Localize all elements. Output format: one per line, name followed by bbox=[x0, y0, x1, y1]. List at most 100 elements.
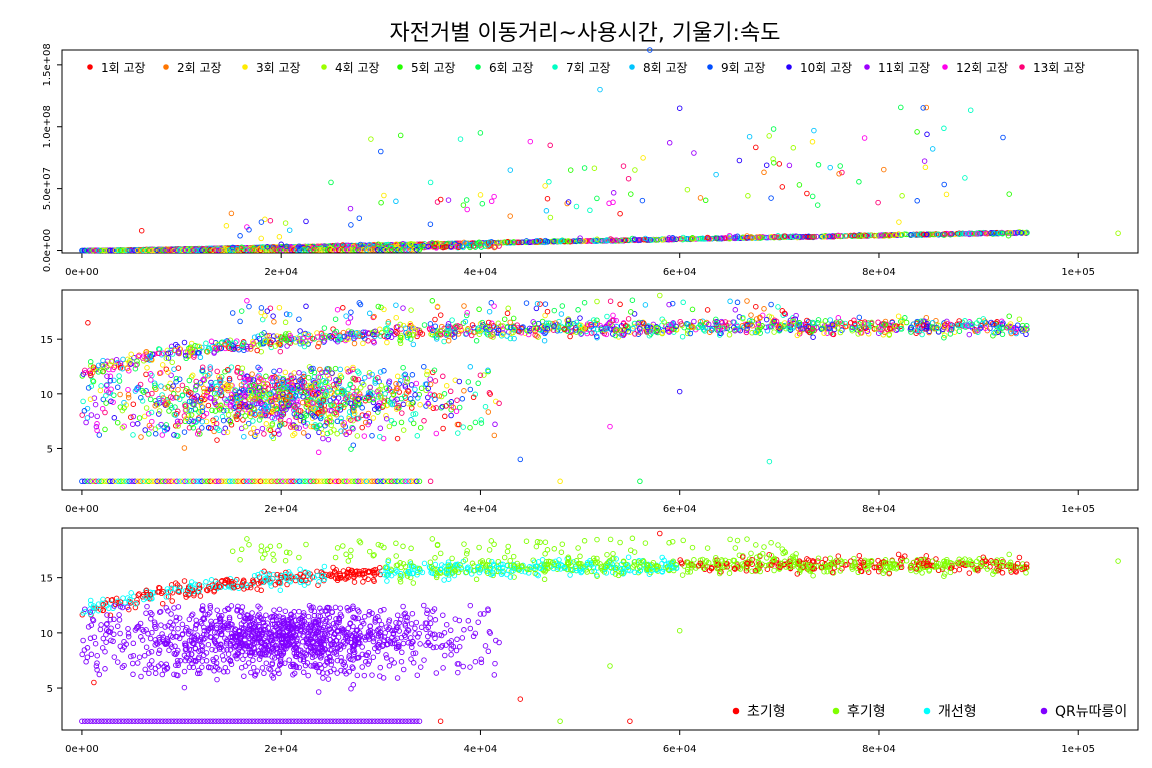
data-point bbox=[624, 237, 631, 243]
legend-marker bbox=[629, 64, 635, 70]
data-point bbox=[815, 317, 822, 323]
legend-label: 7회 고장 bbox=[566, 61, 611, 75]
x-tick-label: 6e+04 bbox=[663, 504, 697, 515]
data-point bbox=[594, 195, 600, 202]
data-point bbox=[753, 144, 759, 151]
data-point bbox=[479, 200, 486, 207]
data-point bbox=[567, 167, 574, 173]
data-point bbox=[770, 126, 777, 132]
data-point bbox=[544, 195, 551, 202]
data-point bbox=[836, 171, 842, 177]
data-point bbox=[705, 235, 712, 242]
data-point bbox=[348, 222, 354, 228]
data-point bbox=[619, 237, 625, 244]
data-point bbox=[639, 197, 646, 204]
data-point bbox=[815, 162, 822, 168]
data-point bbox=[967, 107, 974, 113]
data-point bbox=[567, 333, 573, 340]
data-point bbox=[356, 215, 363, 221]
data-point bbox=[999, 230, 1005, 236]
data-point bbox=[130, 401, 137, 407]
x-tick-label: 4e+04 bbox=[464, 267, 498, 278]
legend-marker bbox=[1019, 64, 1025, 70]
data-point bbox=[457, 136, 464, 142]
data-point bbox=[464, 206, 470, 213]
data-point bbox=[361, 433, 368, 439]
data-point bbox=[944, 231, 951, 237]
data-point bbox=[259, 425, 266, 432]
legend-marker bbox=[552, 64, 558, 70]
legend-label: 11회 고장 bbox=[878, 61, 930, 75]
x-tick-label: 8e+04 bbox=[862, 504, 896, 515]
data-point bbox=[208, 338, 215, 345]
data-point bbox=[969, 230, 975, 237]
legend-label: 10회 고장 bbox=[800, 61, 852, 75]
data-point bbox=[485, 409, 492, 415]
data-point bbox=[258, 235, 264, 242]
data-point bbox=[128, 351, 134, 358]
data-point bbox=[297, 328, 303, 334]
data-point bbox=[370, 415, 377, 421]
legend-marker bbox=[786, 64, 792, 70]
data-point bbox=[851, 317, 857, 324]
data-point bbox=[677, 236, 683, 242]
data-point bbox=[811, 127, 817, 134]
data-point bbox=[920, 105, 926, 111]
data-point bbox=[697, 195, 704, 201]
data-point bbox=[113, 356, 120, 363]
data-point bbox=[947, 231, 954, 237]
legend-label: 12회 고장 bbox=[956, 61, 1008, 75]
data-point bbox=[1016, 316, 1023, 322]
data-point bbox=[771, 160, 777, 166]
data-point bbox=[361, 375, 368, 381]
data-point bbox=[381, 192, 387, 199]
data-point bbox=[258, 219, 265, 225]
data-point bbox=[144, 365, 150, 371]
data-point bbox=[434, 199, 441, 205]
legend-marker bbox=[163, 64, 169, 70]
data-point bbox=[977, 230, 983, 237]
data-point bbox=[325, 436, 332, 443]
data-point bbox=[886, 233, 892, 239]
data-point bbox=[610, 190, 617, 196]
panel-1-distance-vs-time: 0e+00 2e+04 4e+04 6e+04 8e+04 1e+050.0e+005.0… bbox=[42, 43, 1139, 278]
data-point bbox=[984, 230, 991, 237]
data-point bbox=[433, 405, 440, 411]
data-point bbox=[541, 337, 548, 344]
data-point bbox=[277, 348, 284, 355]
data-point bbox=[171, 366, 177, 372]
data-point bbox=[445, 197, 452, 203]
data-point bbox=[573, 203, 580, 210]
data-point bbox=[386, 423, 393, 430]
legend-marker bbox=[707, 64, 713, 70]
data-point bbox=[321, 325, 328, 331]
legend-marker bbox=[475, 64, 481, 70]
data-point bbox=[620, 163, 627, 169]
data-point bbox=[92, 401, 99, 408]
data-point bbox=[125, 391, 132, 398]
data-point bbox=[369, 432, 375, 439]
data-point bbox=[261, 431, 267, 437]
data-point bbox=[597, 86, 603, 93]
data-point bbox=[181, 429, 188, 435]
y-tick-label: 15 bbox=[40, 335, 53, 346]
data-point bbox=[477, 192, 484, 198]
data-point bbox=[855, 233, 861, 240]
data-point bbox=[179, 382, 186, 389]
data-point bbox=[421, 418, 427, 424]
data-point bbox=[228, 210, 235, 217]
data-point bbox=[507, 213, 513, 219]
legend-label: 2회 고장 bbox=[177, 61, 222, 75]
data-point bbox=[175, 386, 181, 393]
data-point bbox=[347, 205, 354, 212]
x-tick-label: 2e+04 bbox=[264, 267, 298, 278]
data-point bbox=[691, 318, 697, 325]
data-point bbox=[282, 220, 289, 226]
data-point bbox=[842, 232, 848, 239]
data-point bbox=[963, 230, 969, 237]
data-point bbox=[547, 214, 554, 221]
y-tick-label: 1.0e+08 bbox=[42, 105, 53, 148]
data-point bbox=[1115, 230, 1121, 236]
data-point bbox=[591, 165, 598, 171]
